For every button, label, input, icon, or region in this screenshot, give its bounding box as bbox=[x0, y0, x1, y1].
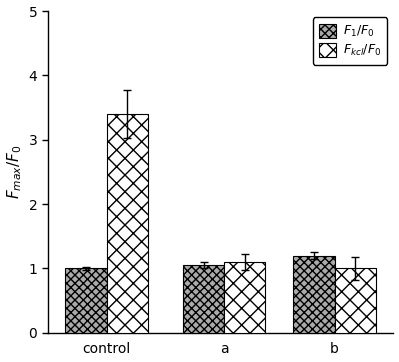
Bar bbox=[293, 256, 335, 333]
Bar bbox=[65, 268, 107, 333]
Bar bbox=[183, 265, 224, 333]
Bar bbox=[107, 114, 148, 333]
Legend: $F_1/F_0$, $F_{kcl}/F_0$: $F_1/F_0$, $F_{kcl}/F_0$ bbox=[313, 17, 387, 64]
Bar bbox=[224, 262, 265, 333]
Y-axis label: $F_{max}/F_0$: $F_{max}/F_0$ bbox=[6, 145, 24, 199]
Bar bbox=[335, 268, 376, 333]
